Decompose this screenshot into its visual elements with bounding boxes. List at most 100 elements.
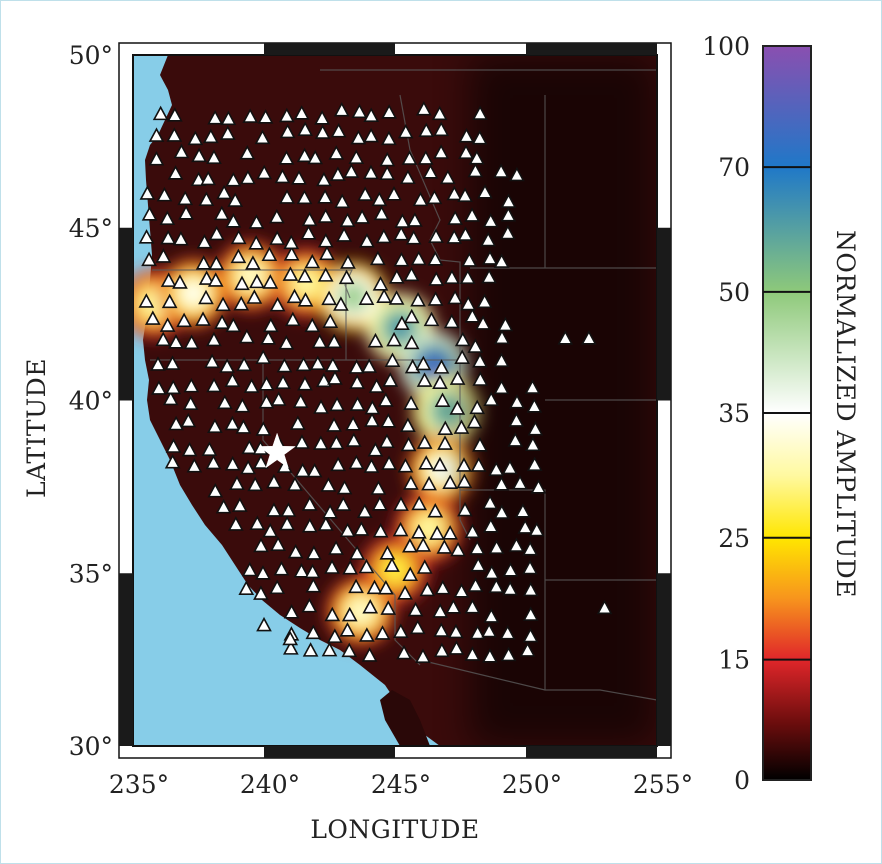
station-178 xyxy=(326,417,342,432)
station-254 xyxy=(326,333,343,349)
station-48 xyxy=(434,579,451,595)
station-54 xyxy=(241,561,258,577)
station-311 xyxy=(428,271,445,286)
station-246 xyxy=(155,331,172,347)
station-73 xyxy=(328,540,344,555)
station-352 xyxy=(480,231,497,247)
station-113 xyxy=(457,501,473,517)
station-79 xyxy=(450,541,466,557)
station-354 xyxy=(141,206,158,221)
station-15 xyxy=(326,628,343,643)
map-panel xyxy=(118,42,672,759)
station-228 xyxy=(164,355,181,370)
station-364 xyxy=(354,209,370,224)
station-19 xyxy=(392,623,409,638)
station-384 xyxy=(386,186,402,201)
station-117 xyxy=(207,482,224,498)
station-388 xyxy=(457,187,473,202)
station-303 xyxy=(262,274,279,289)
station-245 xyxy=(493,352,510,368)
station-385 xyxy=(412,191,429,207)
station-176 xyxy=(255,421,272,436)
station-196 xyxy=(329,396,345,412)
station-153 xyxy=(165,438,182,453)
station-285 xyxy=(286,288,303,304)
frame-bar-bottom-1 xyxy=(264,746,395,758)
station-207 xyxy=(151,380,167,395)
station-179 xyxy=(345,416,361,431)
station-39 xyxy=(238,580,255,595)
station-427 xyxy=(166,127,183,142)
station-82 xyxy=(508,537,525,552)
station-103 xyxy=(266,502,282,517)
station-95 xyxy=(429,525,445,540)
station-455 xyxy=(363,107,380,122)
station-260 xyxy=(494,329,510,345)
station-154 xyxy=(181,441,198,457)
station-435 xyxy=(330,122,347,138)
station-230 xyxy=(219,358,235,373)
station-126 xyxy=(421,475,437,491)
station-289 xyxy=(358,290,375,305)
station-405 xyxy=(422,164,439,179)
station-199 xyxy=(377,392,394,407)
station-450 xyxy=(278,107,295,123)
station-376 xyxy=(216,184,232,200)
station-23 xyxy=(469,624,486,640)
station-256 xyxy=(386,331,402,347)
station-438 xyxy=(381,130,397,146)
station-403 xyxy=(379,165,396,180)
frame-bar-bottom-3 xyxy=(526,746,657,758)
station-319 xyxy=(230,248,247,264)
station-201 xyxy=(434,392,451,407)
station-186 xyxy=(508,412,525,427)
station-87 xyxy=(279,515,295,531)
station-425 xyxy=(468,150,485,165)
station-29 xyxy=(324,606,341,622)
station-217 xyxy=(327,370,343,385)
station-295 xyxy=(460,295,477,311)
station-309 xyxy=(388,269,405,284)
station-7 xyxy=(434,642,450,658)
station-442 xyxy=(458,127,475,143)
station-406 xyxy=(439,169,456,185)
station-266 xyxy=(225,317,242,333)
station-369 xyxy=(464,207,480,222)
station-363 xyxy=(339,212,356,228)
anomaly-11 xyxy=(326,577,395,646)
station-148 xyxy=(456,457,472,472)
station-152 xyxy=(526,456,543,471)
station-164 xyxy=(379,433,395,449)
station-120 xyxy=(266,473,282,489)
station-351 xyxy=(457,226,474,241)
station-149 xyxy=(470,457,487,472)
station-360 xyxy=(268,208,285,224)
station-192 xyxy=(258,393,275,409)
station-66 xyxy=(483,564,500,580)
station-229 xyxy=(204,353,220,369)
station-60 xyxy=(342,559,358,575)
station-317 xyxy=(195,255,212,270)
station-114 xyxy=(482,494,498,510)
station-216 xyxy=(316,372,332,388)
station-302 xyxy=(249,273,265,289)
station-22 xyxy=(448,623,464,639)
station-441 xyxy=(433,121,450,137)
station-325 xyxy=(340,254,356,269)
station-380 xyxy=(317,189,333,204)
station-34 xyxy=(432,603,449,618)
colorbar-ticks: 0 15 25 35 50 70 100 xyxy=(702,32,811,795)
station-350 xyxy=(446,229,463,244)
station-88 xyxy=(301,517,318,533)
station-462 xyxy=(596,599,613,615)
station-449 xyxy=(257,109,274,124)
station-52 xyxy=(502,580,518,596)
station-327 xyxy=(393,251,410,267)
station-280 xyxy=(198,289,214,305)
station-336 xyxy=(196,233,213,249)
station-288 xyxy=(333,296,349,311)
station-451 xyxy=(293,105,310,120)
station-366 xyxy=(394,213,411,228)
station-434 xyxy=(314,124,331,139)
station-6 xyxy=(415,648,431,663)
